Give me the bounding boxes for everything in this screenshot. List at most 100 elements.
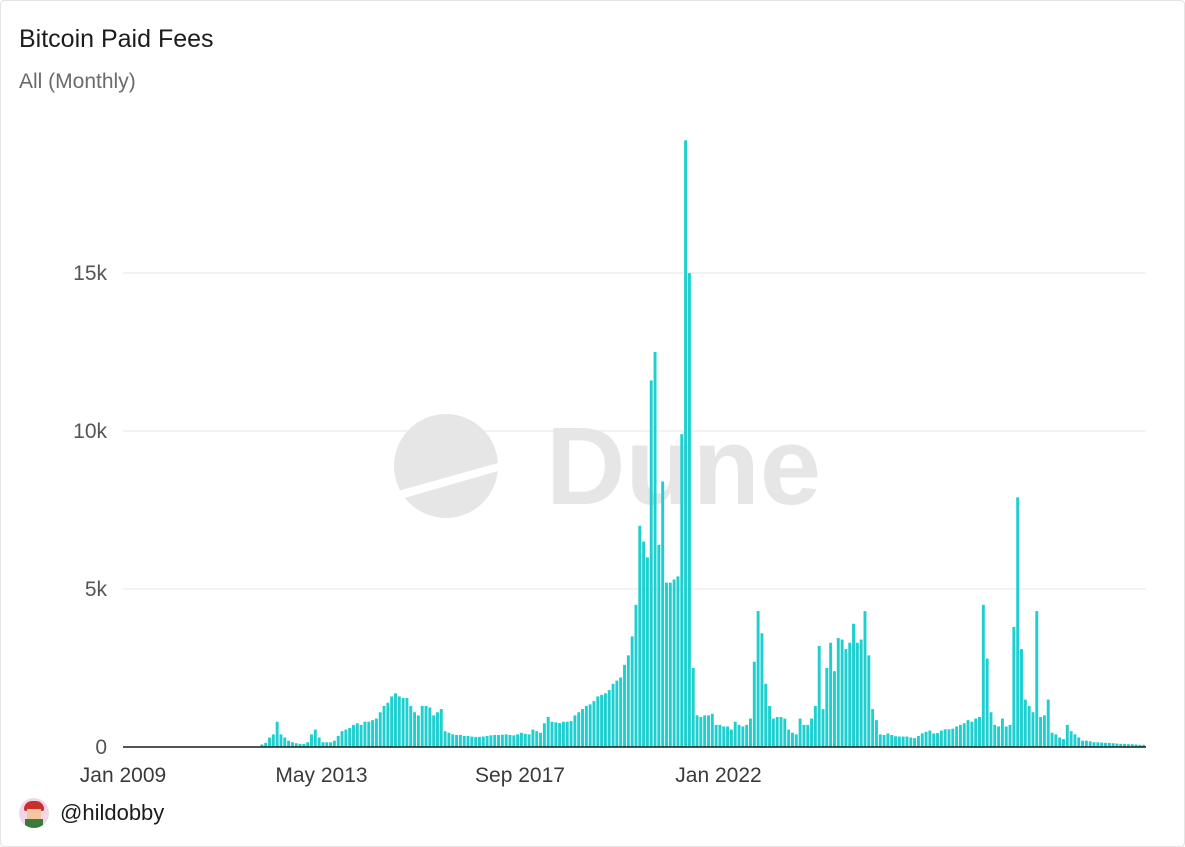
bar[interactable] xyxy=(1008,724,1012,747)
bar[interactable] xyxy=(336,735,340,747)
bar[interactable] xyxy=(348,728,352,747)
bar[interactable] xyxy=(1031,712,1035,747)
bar[interactable] xyxy=(424,705,428,747)
bar[interactable] xyxy=(615,680,619,747)
bar[interactable] xyxy=(497,734,500,747)
bar[interactable] xyxy=(890,734,894,747)
bar[interactable] xyxy=(363,721,367,747)
bar[interactable] xyxy=(355,723,359,747)
bar[interactable] xyxy=(279,734,283,747)
bar[interactable] xyxy=(1088,741,1092,747)
bar[interactable] xyxy=(661,481,665,747)
bar[interactable] xyxy=(367,721,371,747)
bar[interactable] xyxy=(997,726,1001,747)
bar[interactable] xyxy=(1107,742,1111,747)
bar[interactable] xyxy=(810,718,814,747)
bar[interactable] xyxy=(737,724,741,747)
bar[interactable] xyxy=(271,734,275,747)
bar[interactable] xyxy=(928,730,932,747)
bar[interactable] xyxy=(310,734,313,747)
bar[interactable] xyxy=(783,718,787,747)
bar[interactable] xyxy=(260,744,264,747)
bar[interactable] xyxy=(962,723,966,747)
bar[interactable] xyxy=(1073,734,1077,747)
bar[interactable] xyxy=(592,701,596,747)
bar[interactable] xyxy=(539,732,542,747)
bar[interactable] xyxy=(978,716,981,747)
bar[interactable] xyxy=(1123,743,1127,747)
bar[interactable] xyxy=(508,734,512,747)
bar[interactable] xyxy=(573,715,577,747)
bar[interactable] xyxy=(290,742,294,747)
bar[interactable] xyxy=(729,729,733,747)
bar[interactable] xyxy=(325,742,329,747)
bar[interactable] xyxy=(634,604,638,747)
bar[interactable] xyxy=(1104,742,1107,747)
bar[interactable] xyxy=(1035,611,1039,747)
bar[interactable] xyxy=(493,734,497,747)
bar[interactable] xyxy=(1065,724,1069,747)
bar[interactable] xyxy=(920,733,924,747)
bar[interactable] xyxy=(684,140,688,747)
bar[interactable] xyxy=(741,726,745,747)
bar[interactable] xyxy=(829,642,833,747)
bar[interactable] xyxy=(481,736,485,747)
bar[interactable] xyxy=(455,734,459,747)
bar[interactable] xyxy=(569,721,573,747)
bar[interactable] xyxy=(894,736,897,747)
bar[interactable] xyxy=(1126,744,1130,747)
bar[interactable] xyxy=(676,576,680,747)
bar[interactable] xyxy=(806,724,810,747)
bar[interactable] xyxy=(596,696,600,747)
bar[interactable] xyxy=(951,728,955,747)
bar[interactable] xyxy=(886,733,890,747)
bar[interactable] xyxy=(832,671,836,747)
bar[interactable] xyxy=(523,733,527,747)
bar[interactable] xyxy=(1020,649,1023,747)
bar[interactable] xyxy=(298,743,302,747)
bar[interactable] xyxy=(1130,744,1134,747)
bar[interactable] xyxy=(558,722,562,747)
bar[interactable] xyxy=(439,709,443,747)
bar[interactable] xyxy=(565,721,569,747)
bar[interactable] xyxy=(531,729,535,747)
bar[interactable] xyxy=(718,724,722,747)
bar[interactable] xyxy=(386,702,390,747)
bar[interactable] xyxy=(432,715,436,747)
bar[interactable] xyxy=(447,732,451,747)
bar[interactable] xyxy=(752,661,756,747)
bar[interactable] xyxy=(844,649,848,747)
bar[interactable] xyxy=(584,705,588,747)
bar[interactable] xyxy=(909,737,913,747)
bar[interactable] xyxy=(768,705,772,747)
bar[interactable] xyxy=(554,722,558,747)
bar[interactable] xyxy=(653,352,657,747)
bar[interactable] xyxy=(787,729,791,747)
bar[interactable] xyxy=(943,729,947,747)
bar[interactable] xyxy=(1081,740,1085,747)
bar[interactable] xyxy=(458,734,462,747)
bar[interactable] xyxy=(1027,705,1031,747)
bar[interactable] xyxy=(378,712,382,747)
bar[interactable] xyxy=(542,723,546,747)
bar[interactable] xyxy=(813,705,817,747)
bar[interactable] xyxy=(974,718,978,747)
bar[interactable] xyxy=(932,733,936,747)
bar[interactable] xyxy=(287,740,291,747)
bar[interactable] xyxy=(867,655,871,747)
bar[interactable] xyxy=(623,664,626,747)
bar[interactable] xyxy=(630,636,634,747)
bar[interactable] xyxy=(321,742,325,747)
bar[interactable] xyxy=(397,696,401,747)
bar[interactable] xyxy=(874,720,878,747)
bar[interactable] xyxy=(504,734,508,747)
bar[interactable] xyxy=(1077,737,1081,747)
bar[interactable] xyxy=(855,642,859,747)
bar[interactable] xyxy=(607,690,611,747)
bar[interactable] xyxy=(756,611,760,747)
bar[interactable] xyxy=(268,737,271,747)
bar[interactable] xyxy=(714,724,718,747)
bar[interactable] xyxy=(958,724,962,747)
bar[interactable] xyxy=(703,715,707,747)
bar[interactable] xyxy=(852,623,855,747)
